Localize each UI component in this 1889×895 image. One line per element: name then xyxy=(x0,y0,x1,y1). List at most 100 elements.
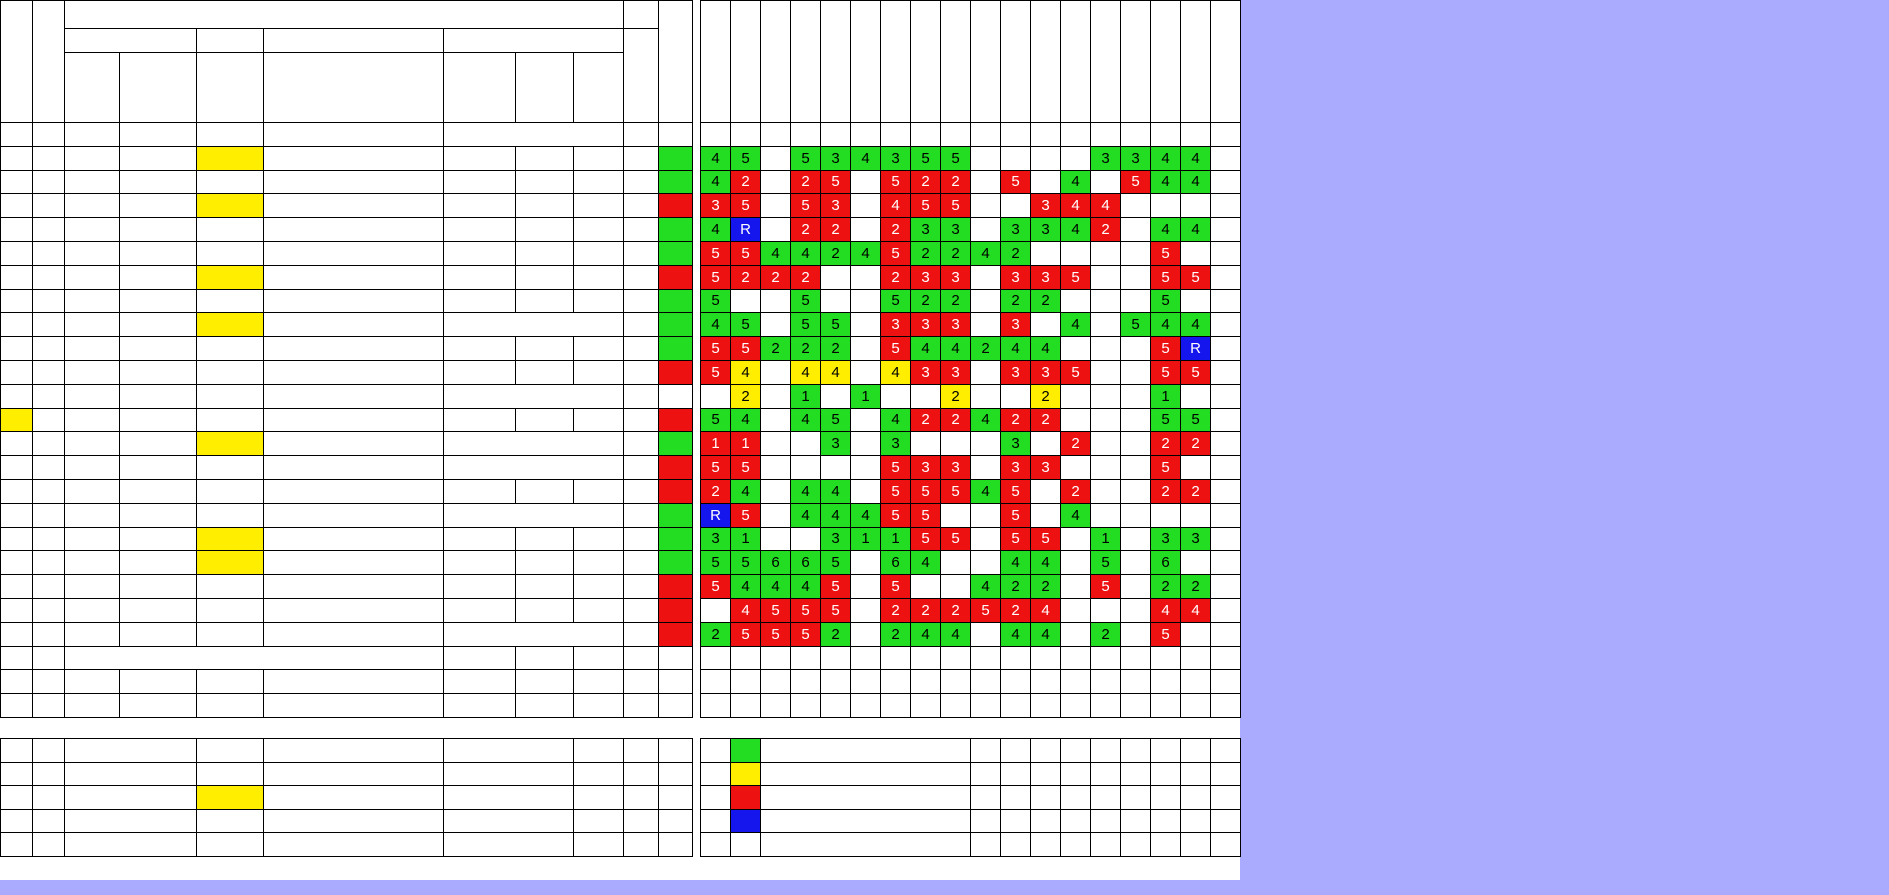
fixture-type[interactable] xyxy=(623,288,659,314)
player-rink-cell[interactable]: 1 xyxy=(730,431,761,457)
player-rink-cell[interactable] xyxy=(1120,383,1151,409)
legend-green[interactable] xyxy=(196,738,264,763)
player-rink-cell[interactable] xyxy=(1030,479,1061,504)
cell-blank[interactable] xyxy=(32,431,65,457)
player-rink-cell[interactable] xyxy=(1060,574,1091,599)
player-rink-cell[interactable] xyxy=(760,288,791,314)
cell-blank[interactable] xyxy=(623,669,659,695)
rearranged-flag[interactable] xyxy=(0,479,33,504)
legend-description[interactable] xyxy=(760,761,971,787)
legend-type[interactable] xyxy=(623,785,659,810)
cell-blank[interactable] xyxy=(263,669,444,695)
cell-blank[interactable] xyxy=(1000,738,1031,763)
fixture-day[interactable] xyxy=(64,193,120,219)
player-rink-cell[interactable]: 4 xyxy=(700,145,731,171)
cell-blank[interactable] xyxy=(658,693,693,718)
fixture-shots[interactable] xyxy=(443,407,516,433)
cell-blank[interactable] xyxy=(1180,785,1211,810)
player-rink-cell[interactable]: 5 xyxy=(1150,407,1181,433)
player-rink-cell[interactable]: 4 xyxy=(1030,598,1061,623)
fixture-shots[interactable] xyxy=(443,550,516,576)
player-rink-cell[interactable] xyxy=(1180,455,1211,480)
player-rink-cell[interactable] xyxy=(1060,383,1091,409)
player-initials[interactable] xyxy=(1060,645,1091,671)
fixture-date[interactable] xyxy=(119,241,197,266)
player-rink-cell[interactable]: 3 xyxy=(1000,264,1031,290)
player-rink-cell[interactable] xyxy=(1210,502,1241,528)
fixture-date[interactable] xyxy=(119,455,197,480)
cell-blank[interactable] xyxy=(700,693,731,718)
cell-blank[interactable] xyxy=(32,738,65,763)
fixture-opposition[interactable] xyxy=(263,288,444,314)
header-blank[interactable] xyxy=(658,0,693,123)
player-name[interactable] xyxy=(1150,0,1181,123)
cell-blank[interactable] xyxy=(1210,738,1241,763)
player-rink-cell[interactable]: 5 xyxy=(940,479,971,504)
cell-blank[interactable] xyxy=(1000,808,1031,834)
player-rink-cell[interactable]: 5 xyxy=(1060,360,1091,385)
fixture-type[interactable] xyxy=(623,598,659,623)
fixture-total-points[interactable] xyxy=(573,264,624,290)
fixture-day[interactable] xyxy=(64,264,120,290)
player-rink-cell[interactable]: 2 xyxy=(1060,431,1091,457)
player-rink-cell[interactable]: 5 xyxy=(820,550,851,576)
player-rink-cell[interactable] xyxy=(1120,526,1151,552)
player-rink-cell[interactable] xyxy=(700,598,731,623)
fixture-green[interactable] xyxy=(196,526,264,552)
cell-blank[interactable] xyxy=(1030,808,1061,834)
cell-blank[interactable] xyxy=(196,669,264,695)
fixture-green[interactable] xyxy=(196,145,264,171)
player-rink-cell[interactable] xyxy=(970,360,1001,385)
player-rink-cell[interactable]: 1 xyxy=(700,431,731,457)
fixture-opposition[interactable] xyxy=(263,360,444,385)
player-rink-cell[interactable] xyxy=(760,360,791,385)
player-rink-cell[interactable]: 4 xyxy=(940,336,971,361)
player-rink-cell[interactable] xyxy=(1210,336,1241,361)
player-rink-cell[interactable] xyxy=(760,479,791,504)
legend-meaning[interactable] xyxy=(263,832,444,857)
cell-blank[interactable] xyxy=(1060,785,1091,810)
player-rink-cell[interactable]: 3 xyxy=(940,455,971,480)
player-rink-cell[interactable]: 4 xyxy=(1060,193,1091,219)
fixture-shots[interactable] xyxy=(443,217,516,242)
cell-blank[interactable] xyxy=(32,761,65,787)
player-rink-cell[interactable] xyxy=(1000,145,1031,171)
player-rink-cell[interactable] xyxy=(1210,193,1241,219)
player-rink-cell[interactable]: 2 xyxy=(730,169,761,195)
player-name[interactable] xyxy=(880,0,911,123)
cell-blank[interactable] xyxy=(1150,808,1181,834)
player-rink-cell[interactable]: 1 xyxy=(850,526,881,552)
legend-code[interactable] xyxy=(0,808,33,834)
result-indicator[interactable] xyxy=(658,264,693,290)
result-indicator[interactable] xyxy=(658,336,693,361)
player-rink-cell[interactable]: 5 xyxy=(820,407,851,433)
player-rink-cell[interactable] xyxy=(820,455,851,480)
player-rink-cell[interactable] xyxy=(1060,598,1091,623)
player-rink-cell[interactable] xyxy=(970,621,1001,647)
player-rink-cell[interactable]: 4 xyxy=(1090,193,1121,219)
player-rink-cell[interactable]: 3 xyxy=(1030,264,1061,290)
player-rink-cell[interactable] xyxy=(1090,288,1121,314)
player-rink-cell[interactable] xyxy=(1000,193,1031,219)
player-rink-cell[interactable]: 4 xyxy=(820,502,851,528)
player-rink-cell[interactable]: 5 xyxy=(1120,169,1151,195)
player-rink-cell[interactable] xyxy=(760,312,791,338)
player-rink-cell[interactable] xyxy=(1210,407,1241,433)
cell-blank[interactable] xyxy=(443,693,516,718)
player-rink-cell[interactable]: 2 xyxy=(970,336,1001,361)
player-rink-cell[interactable]: 5 xyxy=(1150,360,1181,385)
cell-blank[interactable] xyxy=(760,669,791,695)
player-rink-cell[interactable]: 2 xyxy=(940,169,971,195)
cell-blank[interactable] xyxy=(820,669,851,695)
player-rink-cell[interactable]: 4 xyxy=(1180,145,1211,171)
player-rink-cell[interactable]: 5 xyxy=(1000,169,1031,195)
player-rink-cell[interactable]: 5 xyxy=(730,550,761,576)
player-rink-cell[interactable] xyxy=(1060,621,1091,647)
cell-blank[interactable] xyxy=(515,693,574,718)
player-rink-cell[interactable] xyxy=(970,145,1001,171)
legend-equals[interactable] xyxy=(573,738,624,763)
player-rink-cell[interactable] xyxy=(1210,145,1241,171)
cell-blank[interactable] xyxy=(790,693,821,718)
fixture-day[interactable] xyxy=(64,288,120,314)
player-rink-cell[interactable] xyxy=(1180,621,1211,647)
